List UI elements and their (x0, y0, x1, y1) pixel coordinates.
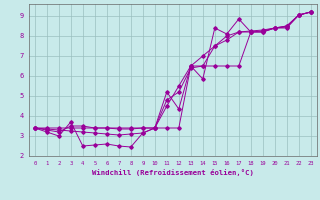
X-axis label: Windchill (Refroidissement éolien,°C): Windchill (Refroidissement éolien,°C) (92, 169, 254, 176)
